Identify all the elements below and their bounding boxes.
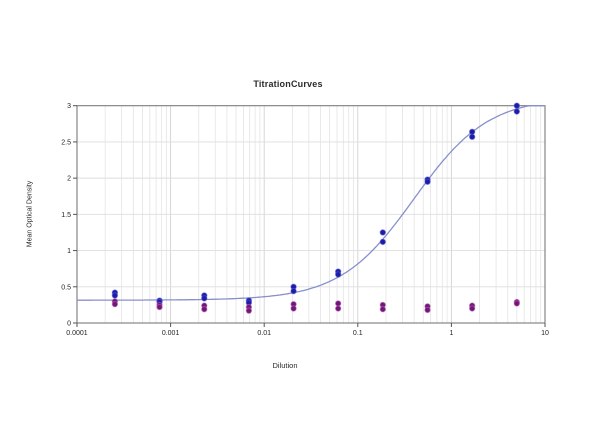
data-point xyxy=(513,102,521,109)
data-point xyxy=(245,307,253,314)
svg-text:2: 2 xyxy=(67,176,71,183)
fit-curve xyxy=(77,105,545,301)
data-point xyxy=(290,305,297,312)
data-point xyxy=(201,295,208,302)
data-point xyxy=(513,108,521,115)
svg-text:0.0001: 0.0001 xyxy=(66,330,88,337)
data-point xyxy=(379,306,387,313)
svg-text:0: 0 xyxy=(67,321,71,328)
axis-ticks-and-labels: 0.0001 0.001 0.01 0.1 1 10 0 0.5 1 1.5 2 2.5 3 xyxy=(61,103,549,337)
data-point xyxy=(379,229,387,236)
y-axis-title: Mean Optical Density xyxy=(26,180,34,248)
data-point xyxy=(468,133,476,141)
svg-text:1: 1 xyxy=(449,330,453,337)
data-point xyxy=(424,178,431,185)
data-point xyxy=(156,303,163,311)
data-point xyxy=(334,305,342,312)
data-point xyxy=(513,300,521,307)
svg-text:1.5: 1.5 xyxy=(61,212,71,219)
data-point xyxy=(290,287,297,295)
svg-text:0.01: 0.01 xyxy=(257,330,271,337)
data-point xyxy=(468,305,476,312)
grid-lines xyxy=(77,105,545,323)
svg-text:1: 1 xyxy=(67,248,71,255)
svg-text:0.5: 0.5 xyxy=(61,284,71,291)
svg-text:0.001: 0.001 xyxy=(162,330,180,337)
data-point xyxy=(111,300,119,308)
data-point xyxy=(379,238,387,246)
svg-text:3: 3 xyxy=(67,103,71,110)
series-titration-sample xyxy=(111,102,521,306)
svg-text:0.1: 0.1 xyxy=(353,330,363,337)
svg-text:10: 10 xyxy=(541,330,549,337)
data-point xyxy=(424,306,431,314)
data-point xyxy=(334,271,342,278)
data-point xyxy=(111,292,119,299)
chart-title: TitrationCurves xyxy=(253,79,323,89)
data-point xyxy=(201,306,208,313)
x-axis-title: Dilution xyxy=(272,361,298,370)
series-negative-control xyxy=(111,298,521,314)
svg-text:2.5: 2.5 xyxy=(61,139,71,146)
